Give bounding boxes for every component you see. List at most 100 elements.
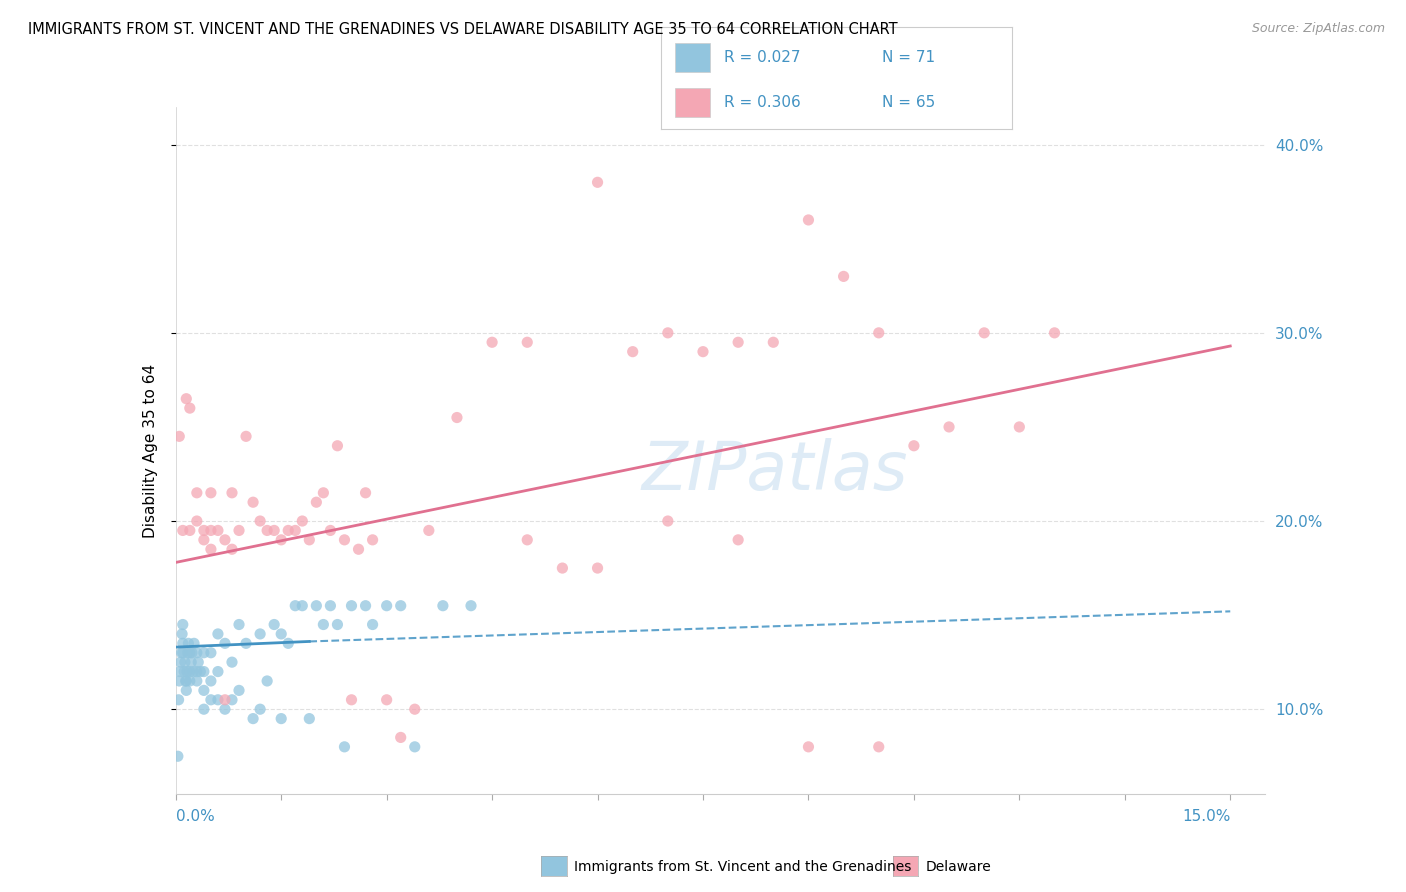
Bar — [675, 43, 710, 72]
Point — [868, 739, 890, 754]
Point — [179, 646, 201, 660]
Point — [361, 617, 384, 632]
Point — [173, 665, 195, 679]
Point — [214, 533, 236, 547]
Point — [319, 524, 342, 538]
Point — [207, 524, 229, 538]
Point — [277, 524, 299, 538]
Point — [762, 335, 785, 350]
Point — [938, 420, 960, 434]
Point — [174, 392, 197, 406]
Point — [166, 749, 188, 764]
Point — [177, 646, 200, 660]
Point — [319, 599, 342, 613]
Text: R = 0.027: R = 0.027 — [724, 50, 800, 65]
Point — [389, 731, 412, 745]
Text: ZIPatlas: ZIPatlas — [641, 438, 908, 504]
Point — [404, 739, 426, 754]
Point — [432, 599, 454, 613]
Point — [200, 673, 222, 688]
Point — [177, 636, 200, 650]
Point — [228, 617, 250, 632]
Point — [180, 655, 202, 669]
Point — [277, 636, 299, 650]
Point — [375, 599, 398, 613]
Point — [193, 702, 215, 716]
Point — [200, 485, 222, 500]
Point — [333, 739, 356, 754]
Point — [169, 665, 191, 679]
Text: N = 65: N = 65 — [883, 95, 935, 111]
Point — [228, 683, 250, 698]
Point — [183, 665, 205, 679]
Point — [228, 524, 250, 538]
Point — [298, 533, 321, 547]
Point — [586, 561, 609, 575]
Point — [347, 542, 370, 557]
Point — [183, 636, 205, 650]
Point — [516, 335, 538, 350]
Point — [312, 617, 335, 632]
Point — [169, 655, 191, 669]
Point — [186, 665, 208, 679]
Point — [263, 524, 285, 538]
Point — [340, 693, 363, 707]
Point — [657, 514, 679, 528]
Point — [193, 533, 215, 547]
Point — [326, 439, 349, 453]
Text: R = 0.306: R = 0.306 — [724, 95, 801, 111]
Point — [179, 401, 201, 416]
Point — [361, 533, 384, 547]
Point — [221, 485, 243, 500]
Point — [460, 599, 482, 613]
Point — [1043, 326, 1066, 340]
Point — [186, 485, 208, 500]
Text: N = 71: N = 71 — [883, 50, 935, 65]
Bar — [675, 88, 710, 117]
Point — [284, 524, 307, 538]
Point — [249, 627, 271, 641]
Point — [340, 599, 363, 613]
Point — [973, 326, 995, 340]
Point — [207, 665, 229, 679]
Point — [174, 683, 197, 698]
Point — [291, 599, 314, 613]
Point — [868, 326, 890, 340]
Point — [214, 636, 236, 650]
Point — [249, 514, 271, 528]
Point — [298, 712, 321, 726]
Point — [727, 335, 749, 350]
Point — [305, 599, 328, 613]
Point — [172, 636, 194, 650]
Point — [305, 495, 328, 509]
Point — [284, 599, 307, 613]
Point — [235, 429, 257, 443]
Point — [249, 702, 271, 716]
Y-axis label: Disability Age 35 to 64: Disability Age 35 to 64 — [142, 363, 157, 538]
Point — [256, 524, 278, 538]
Point — [256, 673, 278, 688]
Point — [389, 599, 412, 613]
Point — [193, 646, 215, 660]
Point — [1008, 420, 1031, 434]
Point — [172, 646, 194, 660]
Point — [621, 344, 644, 359]
Point — [179, 665, 201, 679]
Point — [446, 410, 468, 425]
Point — [242, 495, 264, 509]
Point — [207, 627, 229, 641]
Point — [291, 514, 314, 528]
Point — [221, 693, 243, 707]
Point — [187, 655, 209, 669]
Point — [903, 439, 925, 453]
Point — [481, 335, 503, 350]
Point — [200, 693, 222, 707]
Text: Delaware: Delaware — [925, 860, 991, 874]
Point — [516, 533, 538, 547]
Point — [270, 712, 292, 726]
Point — [180, 646, 204, 660]
Text: IMMIGRANTS FROM ST. VINCENT AND THE GRENADINES VS DELAWARE DISABILITY AGE 35 TO : IMMIGRANTS FROM ST. VINCENT AND THE GREN… — [28, 22, 898, 37]
Text: 0.0%: 0.0% — [176, 809, 215, 824]
Point — [797, 213, 820, 227]
Point — [235, 636, 257, 650]
